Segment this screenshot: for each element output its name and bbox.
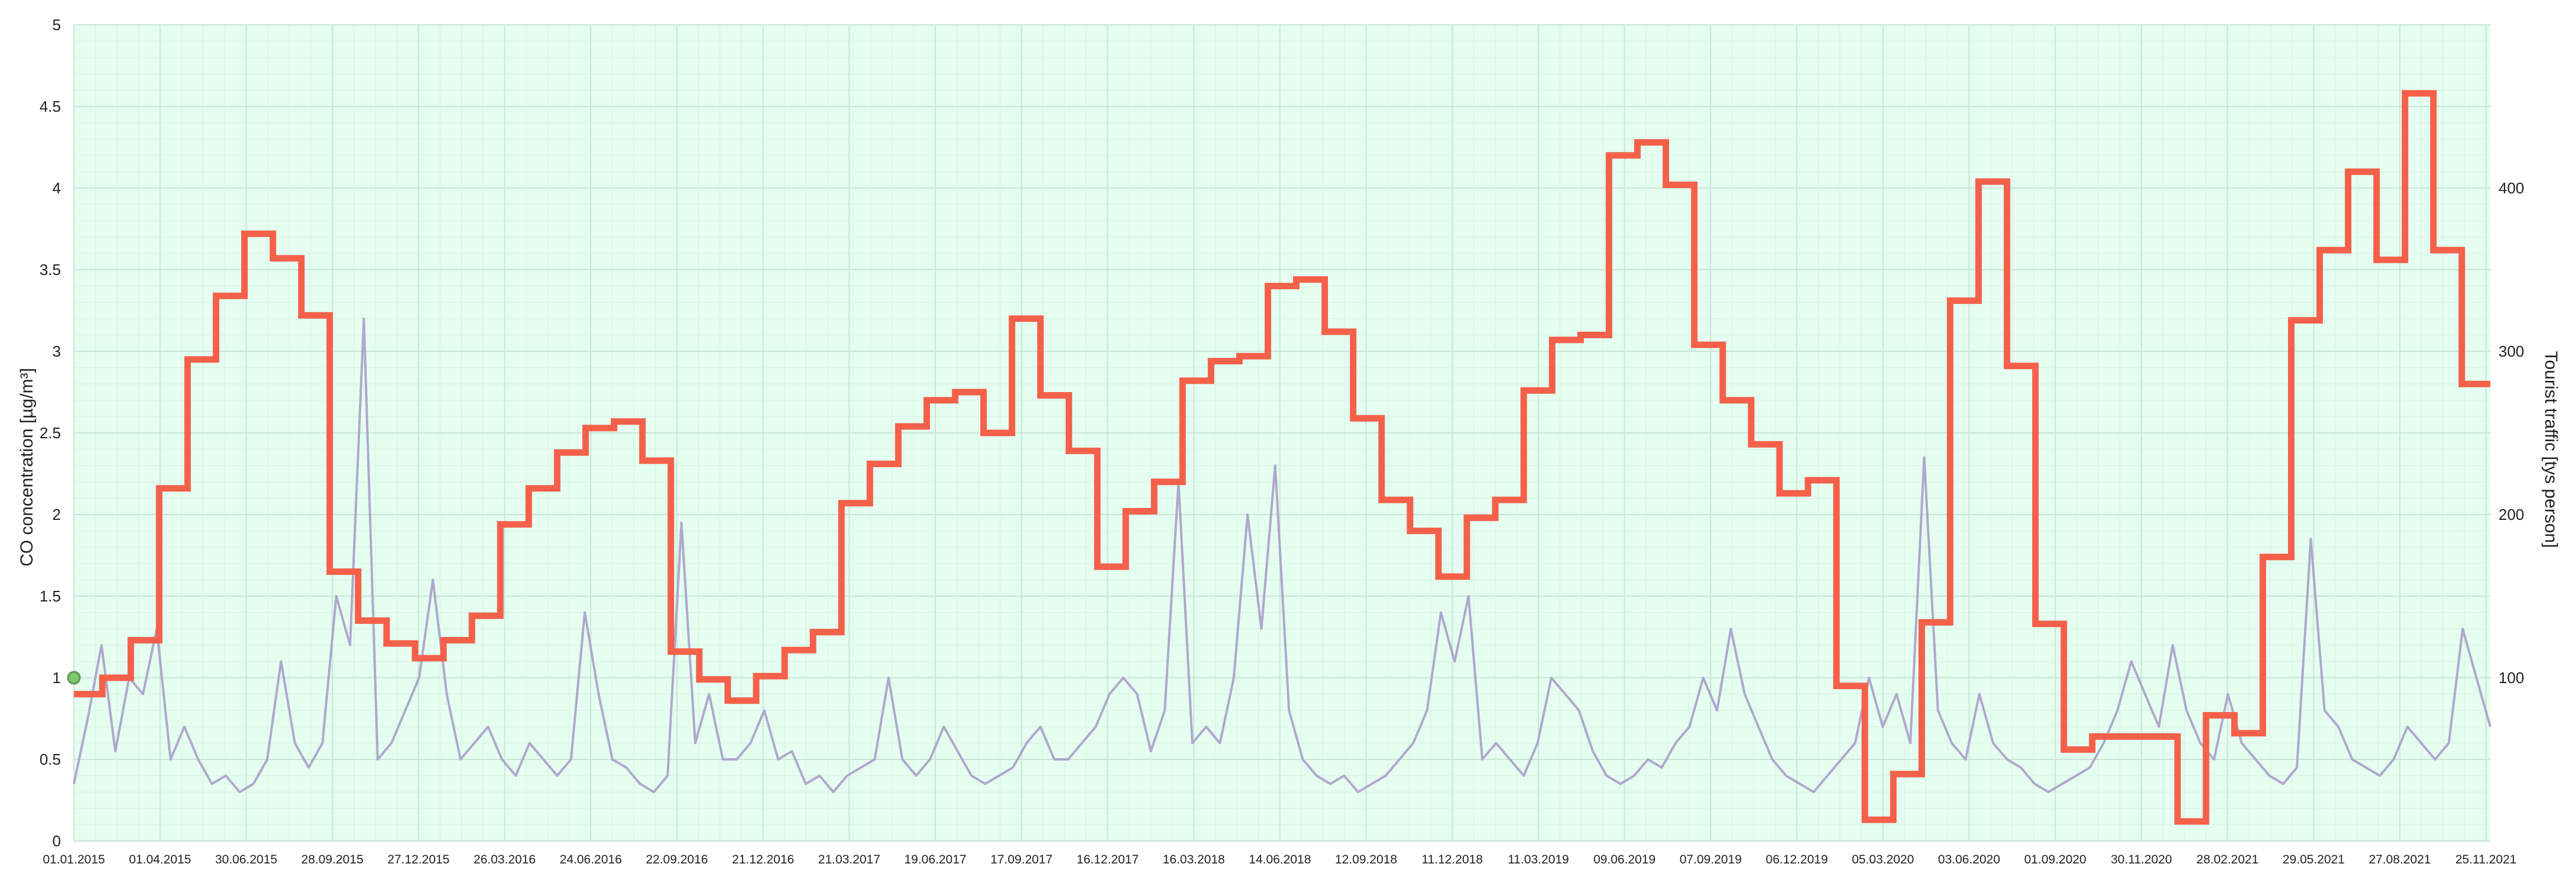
tourist-series-group (74, 90, 2490, 825)
x-tick-label: 27.12.2015 (387, 853, 449, 866)
x-tick-label: 12.09.2018 (1335, 853, 1397, 866)
x-tick-label: 21.12.2016 (732, 853, 794, 866)
x-tick-label: 14.06.2018 (1249, 853, 1311, 866)
right-tick-label: 100 (2499, 669, 2524, 687)
left-tick-label: 1.5 (40, 587, 61, 605)
left-axis-label: CO concentration [µg/m³] (17, 368, 37, 567)
x-tick-label: 07.09.2019 (1680, 853, 1742, 866)
left-tick-label: 4 (53, 179, 61, 197)
start-marker-group (67, 671, 81, 685)
x-tick-label: 26.03.2016 (474, 853, 536, 866)
right-tick-label: 400 (2499, 179, 2524, 197)
right-axis-label: Tourist traffic [tys person] (2541, 351, 2561, 548)
x-tick-label: 17.09.2017 (990, 853, 1052, 866)
x-tick-label: 19.06.2017 (904, 853, 966, 866)
gridlines (73, 24, 2490, 842)
right-tick-label: 300 (2499, 342, 2524, 360)
left-tick-label: 3.5 (40, 261, 61, 279)
x-tick-label: 30.11.2020 (2111, 853, 2172, 866)
left-tick-label: 4.5 (40, 98, 61, 115)
x-tick-label: 01.04.2015 (129, 853, 191, 866)
left-tick-label: 0.5 (40, 751, 61, 768)
x-tick-label: 01.09.2020 (2024, 853, 2086, 866)
x-tick-label: 28.09.2015 (302, 853, 364, 866)
x-tick-label: 21.03.2017 (818, 853, 880, 866)
x-tick-label: 16.03.2018 (1163, 853, 1225, 866)
x-tick-label: 01.01.2015 (43, 853, 105, 866)
x-tick-label: 06.12.2019 (1766, 853, 1828, 866)
left-tick-label: 5 (53, 16, 61, 34)
left-tick-label: 2 (53, 506, 61, 523)
x-tick-label: 28.02.2021 (2196, 853, 2259, 866)
x-tick-label: 29.05.2021 (2283, 853, 2345, 866)
left-axis-ticks: 0 0.5 1 1.5 2 2.5 3 3.5 4 4.5 5 (40, 16, 61, 850)
left-tick-label: 3 (53, 342, 61, 360)
x-tick-label: 05.03.2020 (1852, 853, 1914, 866)
x-tick-label: 30.06.2015 (215, 853, 277, 866)
x-tick-label: 11.12.2018 (1421, 853, 1483, 866)
right-tick-label: 200 (2499, 506, 2524, 523)
right-axis-ticks: 100 200 300 400 (2499, 179, 2524, 687)
co-series-group (73, 317, 2491, 794)
left-tick-label: 1 (53, 669, 61, 687)
x-tick-label: 25.11.2021 (2455, 853, 2517, 866)
x-tick-label: 03.06.2020 (1938, 853, 2000, 866)
x-tick-label: 24.06.2016 (560, 853, 622, 866)
co-concentration-line (73, 317, 2491, 794)
x-tick-label: 16.12.2017 (1077, 853, 1139, 866)
x-tick-label: 09.06.2019 (1593, 853, 1655, 866)
x-tick-label: 11.03.2019 (1508, 853, 1569, 866)
x-tick-label: 22.09.2016 (646, 853, 708, 866)
left-tick-label: 0 (53, 832, 61, 850)
x-tick-label: 27.08.2021 (2368, 853, 2431, 866)
tourist-traffic-step-line (74, 90, 2490, 825)
start-marker (67, 671, 81, 685)
x-axis-ticks: 01.01.2015 01.04.2015 30.06.2015 28.09.2015… (43, 853, 2516, 866)
left-tick-label: 2.5 (40, 424, 61, 442)
